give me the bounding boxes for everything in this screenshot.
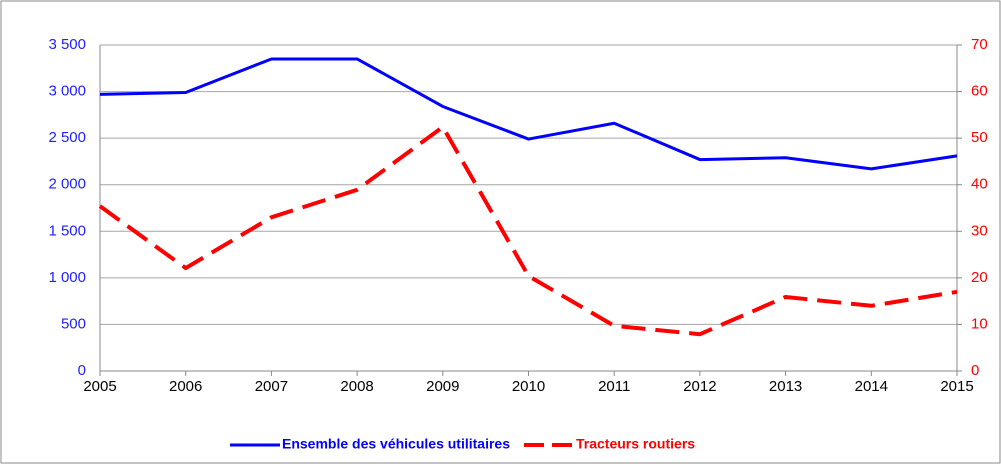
y2-tick-label: 20: [971, 269, 988, 286]
x-tick-label: 2015: [940, 378, 973, 395]
plot: [98, 57, 958, 337]
y-tick-label: 1 500: [48, 222, 86, 239]
x-tick-label: 2011: [598, 378, 630, 395]
y2-tick-label: 60: [971, 83, 988, 100]
x-tick-label: 2006: [169, 378, 202, 395]
series-line: [98, 124, 958, 337]
legend-label: Tracteurs routiers: [576, 436, 695, 452]
x-tick-label: 2007: [255, 378, 288, 395]
x-tick-label: 2010: [512, 378, 545, 395]
y-tick-label: 1 000: [48, 269, 86, 286]
y-tick-label: 2 500: [48, 129, 86, 146]
y2-tick-label: 30: [971, 222, 988, 239]
x-tick-label: 2008: [340, 378, 373, 395]
x-tick-label: 2014: [855, 378, 888, 395]
y-tick-label: 3 000: [48, 83, 86, 100]
y2-tick-label: 40: [971, 176, 988, 193]
y2-tick-label: 10: [971, 315, 988, 332]
y-tick-label: 500: [61, 315, 86, 332]
y-tick-label: 2 000: [48, 176, 86, 193]
legend: Ensemble des véhicules utilitaires Tracte…: [230, 436, 695, 452]
y2-tick-label: 0: [971, 362, 979, 379]
y-tick-label: 3 500: [48, 36, 86, 53]
series-line: [99, 57, 958, 171]
legend-label: Ensemble des véhicules utilitaires: [282, 436, 510, 452]
y-tick-label: 0: [78, 362, 86, 379]
y2-tick-label: 50: [971, 129, 988, 146]
x-tick-label: 2013: [769, 378, 802, 395]
y2-tick-label: 70: [971, 36, 988, 53]
x-tick-label: 2012: [683, 378, 716, 395]
x-tick-label: 2009: [426, 378, 459, 395]
x-tick-label: 2005: [83, 378, 116, 395]
